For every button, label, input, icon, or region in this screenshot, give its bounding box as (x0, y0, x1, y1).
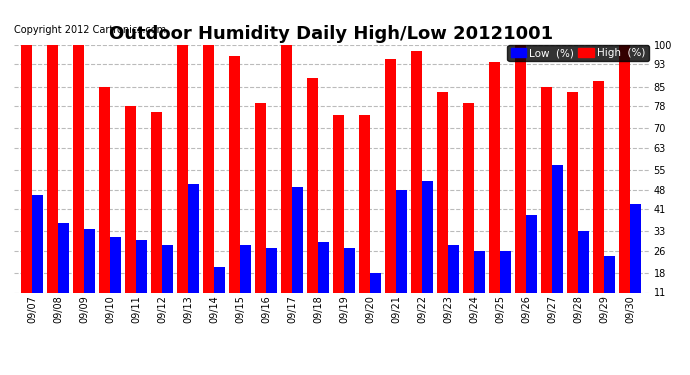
Bar (385, 59, 396, 323)
Bar (593, 81, 604, 323)
Bar (578, 231, 589, 323)
Bar (255, 104, 266, 323)
Bar (515, 45, 526, 323)
Bar (177, 45, 188, 323)
Bar (448, 245, 460, 323)
Bar (282, 45, 292, 323)
Bar (620, 45, 631, 323)
Bar (371, 273, 381, 323)
Bar (32, 195, 43, 323)
Bar (567, 92, 578, 323)
Bar (84, 228, 95, 323)
Bar (318, 243, 329, 323)
Bar (58, 223, 69, 323)
Bar (292, 187, 303, 323)
Bar (125, 106, 136, 323)
Bar (214, 267, 225, 323)
Bar (47, 45, 58, 323)
Bar (359, 114, 371, 323)
Bar (344, 248, 355, 323)
Bar (526, 214, 538, 323)
Bar (411, 51, 422, 323)
Legend: Low  (%), High  (%): Low (%), High (%) (507, 45, 649, 61)
Bar (73, 45, 84, 323)
Bar (500, 251, 511, 323)
Bar (474, 251, 485, 323)
Bar (333, 114, 344, 323)
Bar (21, 45, 32, 323)
Bar (489, 62, 500, 323)
Bar (162, 245, 173, 323)
Bar (99, 87, 110, 323)
Bar (464, 104, 474, 323)
Bar (307, 78, 318, 323)
Bar (437, 92, 448, 323)
Text: Copyright 2012 Cartronics.com: Copyright 2012 Cartronics.com (14, 25, 166, 35)
Bar (604, 256, 615, 323)
Bar (542, 87, 552, 323)
Bar (396, 190, 407, 323)
Bar (110, 237, 121, 323)
Bar (552, 165, 563, 323)
Bar (203, 45, 214, 323)
Title: Outdoor Humidity Daily High/Low 20121001: Outdoor Humidity Daily High/Low 20121001 (109, 26, 553, 44)
Bar (240, 245, 251, 323)
Bar (151, 112, 162, 323)
Bar (422, 181, 433, 323)
Bar (631, 204, 641, 323)
Bar (188, 184, 199, 323)
Bar (136, 240, 147, 323)
Bar (266, 248, 277, 323)
Bar (229, 56, 240, 323)
